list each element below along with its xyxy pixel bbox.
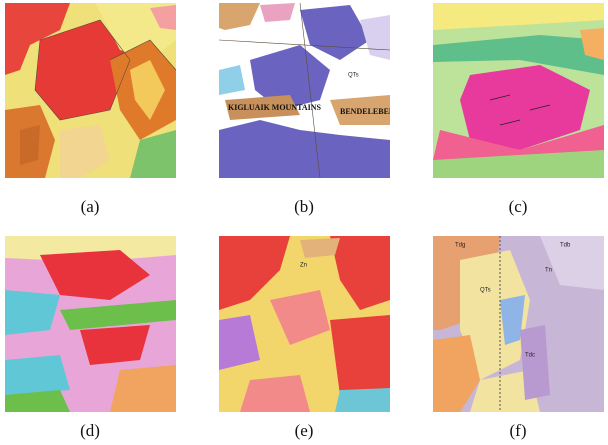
map-label: Tn: [545, 268, 552, 274]
page: {"panels": [ {"caption": "(a)"}, {"capti…: [0, 0, 608, 445]
caption: (b): [294, 197, 314, 216]
caption: (d): [80, 421, 100, 440]
map-b: BENDELEBEN KIGLUAIK MOUNTAINS QTs: [219, 3, 395, 178]
map-label: QTs: [480, 288, 491, 294]
map-label: Tdg: [455, 243, 465, 249]
map-d: [5, 236, 176, 412]
map-f: Tdb Tdg Tn QTs Tdc: [433, 236, 604, 412]
caption: (c): [509, 197, 528, 216]
map-label: Zn: [300, 263, 307, 269]
map-label: QTs: [348, 73, 359, 79]
caption: (a): [81, 197, 100, 216]
map-label: BENDELEBEN: [340, 107, 395, 116]
map-c: [433, 3, 604, 178]
figure: BENDELEBEN KIGLUAIK MOUNTAINS QTs: [0, 0, 608, 445]
map-label: KIGLUAIK MOUNTAINS: [228, 103, 322, 112]
map-label: Tdc: [525, 353, 535, 359]
map-e: Zn: [219, 236, 390, 412]
map-a: [5, 3, 176, 178]
caption: (e): [295, 421, 314, 440]
map-label: Tdb: [560, 243, 571, 249]
caption: (f): [510, 421, 527, 440]
